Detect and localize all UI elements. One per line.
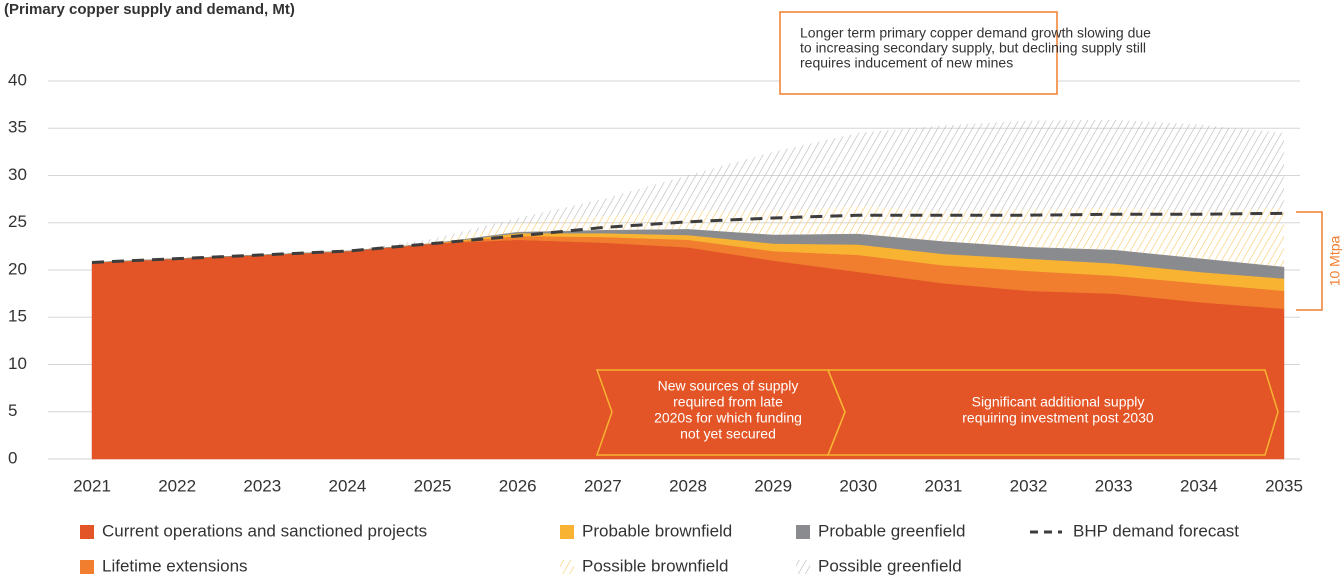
y-tick-label: 15 <box>8 307 27 326</box>
area <box>92 119 1284 263</box>
x-tick-label: 2021 <box>73 476 111 495</box>
x-tick-label: 2027 <box>584 476 622 495</box>
legend-label: Lifetime extensions <box>102 556 248 575</box>
y-tick-label: 30 <box>8 165 27 184</box>
area <box>92 205 1284 268</box>
x-tick-label: 2022 <box>158 476 196 495</box>
bracket-label: 10 Mtpa <box>1327 235 1342 286</box>
x-tick-label: 2035 <box>1265 476 1303 495</box>
legend-label: Probable greenfield <box>818 521 965 540</box>
annotation-text: not yet secured <box>680 426 776 442</box>
x-tick-label: 2025 <box>414 476 452 495</box>
annotation-text: required from late <box>673 394 783 410</box>
legend-label: Possible greenfield <box>818 556 962 575</box>
chart-subtitle: (Primary copper supply and demand, Mt) <box>4 1 295 18</box>
x-tick-label: 2029 <box>754 476 792 495</box>
x-tick-label: 2026 <box>499 476 537 495</box>
annotation-text: New sources of supply <box>658 378 799 394</box>
legend-swatch <box>80 560 94 574</box>
note-box <box>779 11 1058 95</box>
arrow-shape <box>826 369 1279 456</box>
annotation-text: requiring investment post 2030 <box>962 410 1154 426</box>
legend-swatch <box>796 560 810 574</box>
legend-swatch <box>560 525 574 539</box>
legend-label: Probable brownfield <box>582 521 732 540</box>
legend-swatch <box>560 560 574 574</box>
annotation-text: requires inducement of new mines <box>800 55 1013 71</box>
legend-label: BHP demand forecast <box>1073 521 1239 540</box>
annotation-text: to increasing secondary supply, but decl… <box>800 40 1146 56</box>
annotation-text: 2020s for which funding <box>654 410 802 426</box>
x-tick-label: 2023 <box>243 476 281 495</box>
legend-label: Current operations and sanctioned projec… <box>102 521 427 540</box>
x-tick-label: 2031 <box>925 476 963 495</box>
y-tick-label: 5 <box>8 401 17 420</box>
x-tick-label: 2033 <box>1095 476 1133 495</box>
x-tick-label: 2030 <box>839 476 877 495</box>
y-tick-label: 40 <box>8 70 27 89</box>
x-tick-label: 2034 <box>1180 476 1218 495</box>
x-tick-label: 2032 <box>1010 476 1048 495</box>
annotation-text: Significant additional supply <box>972 394 1145 410</box>
legend-swatch <box>80 525 94 539</box>
annotations: 10 Mtpa Longer term primary copper deman… <box>595 11 1342 456</box>
y-tick-label: 10 <box>8 354 27 373</box>
y-tick-label: 35 <box>8 118 27 137</box>
legend-label: Possible brownfield <box>582 556 728 575</box>
y-tick-label: 20 <box>8 259 27 278</box>
y-tick-label: 25 <box>8 212 27 231</box>
annotation-text: Longer term primary copper demand growth… <box>800 25 1151 41</box>
legend-swatch <box>796 525 810 539</box>
x-tick-label: 2024 <box>329 476 367 495</box>
bracket <box>1296 211 1323 311</box>
y-tick-label: 0 <box>8 448 17 467</box>
x-tick-label: 2028 <box>669 476 707 495</box>
